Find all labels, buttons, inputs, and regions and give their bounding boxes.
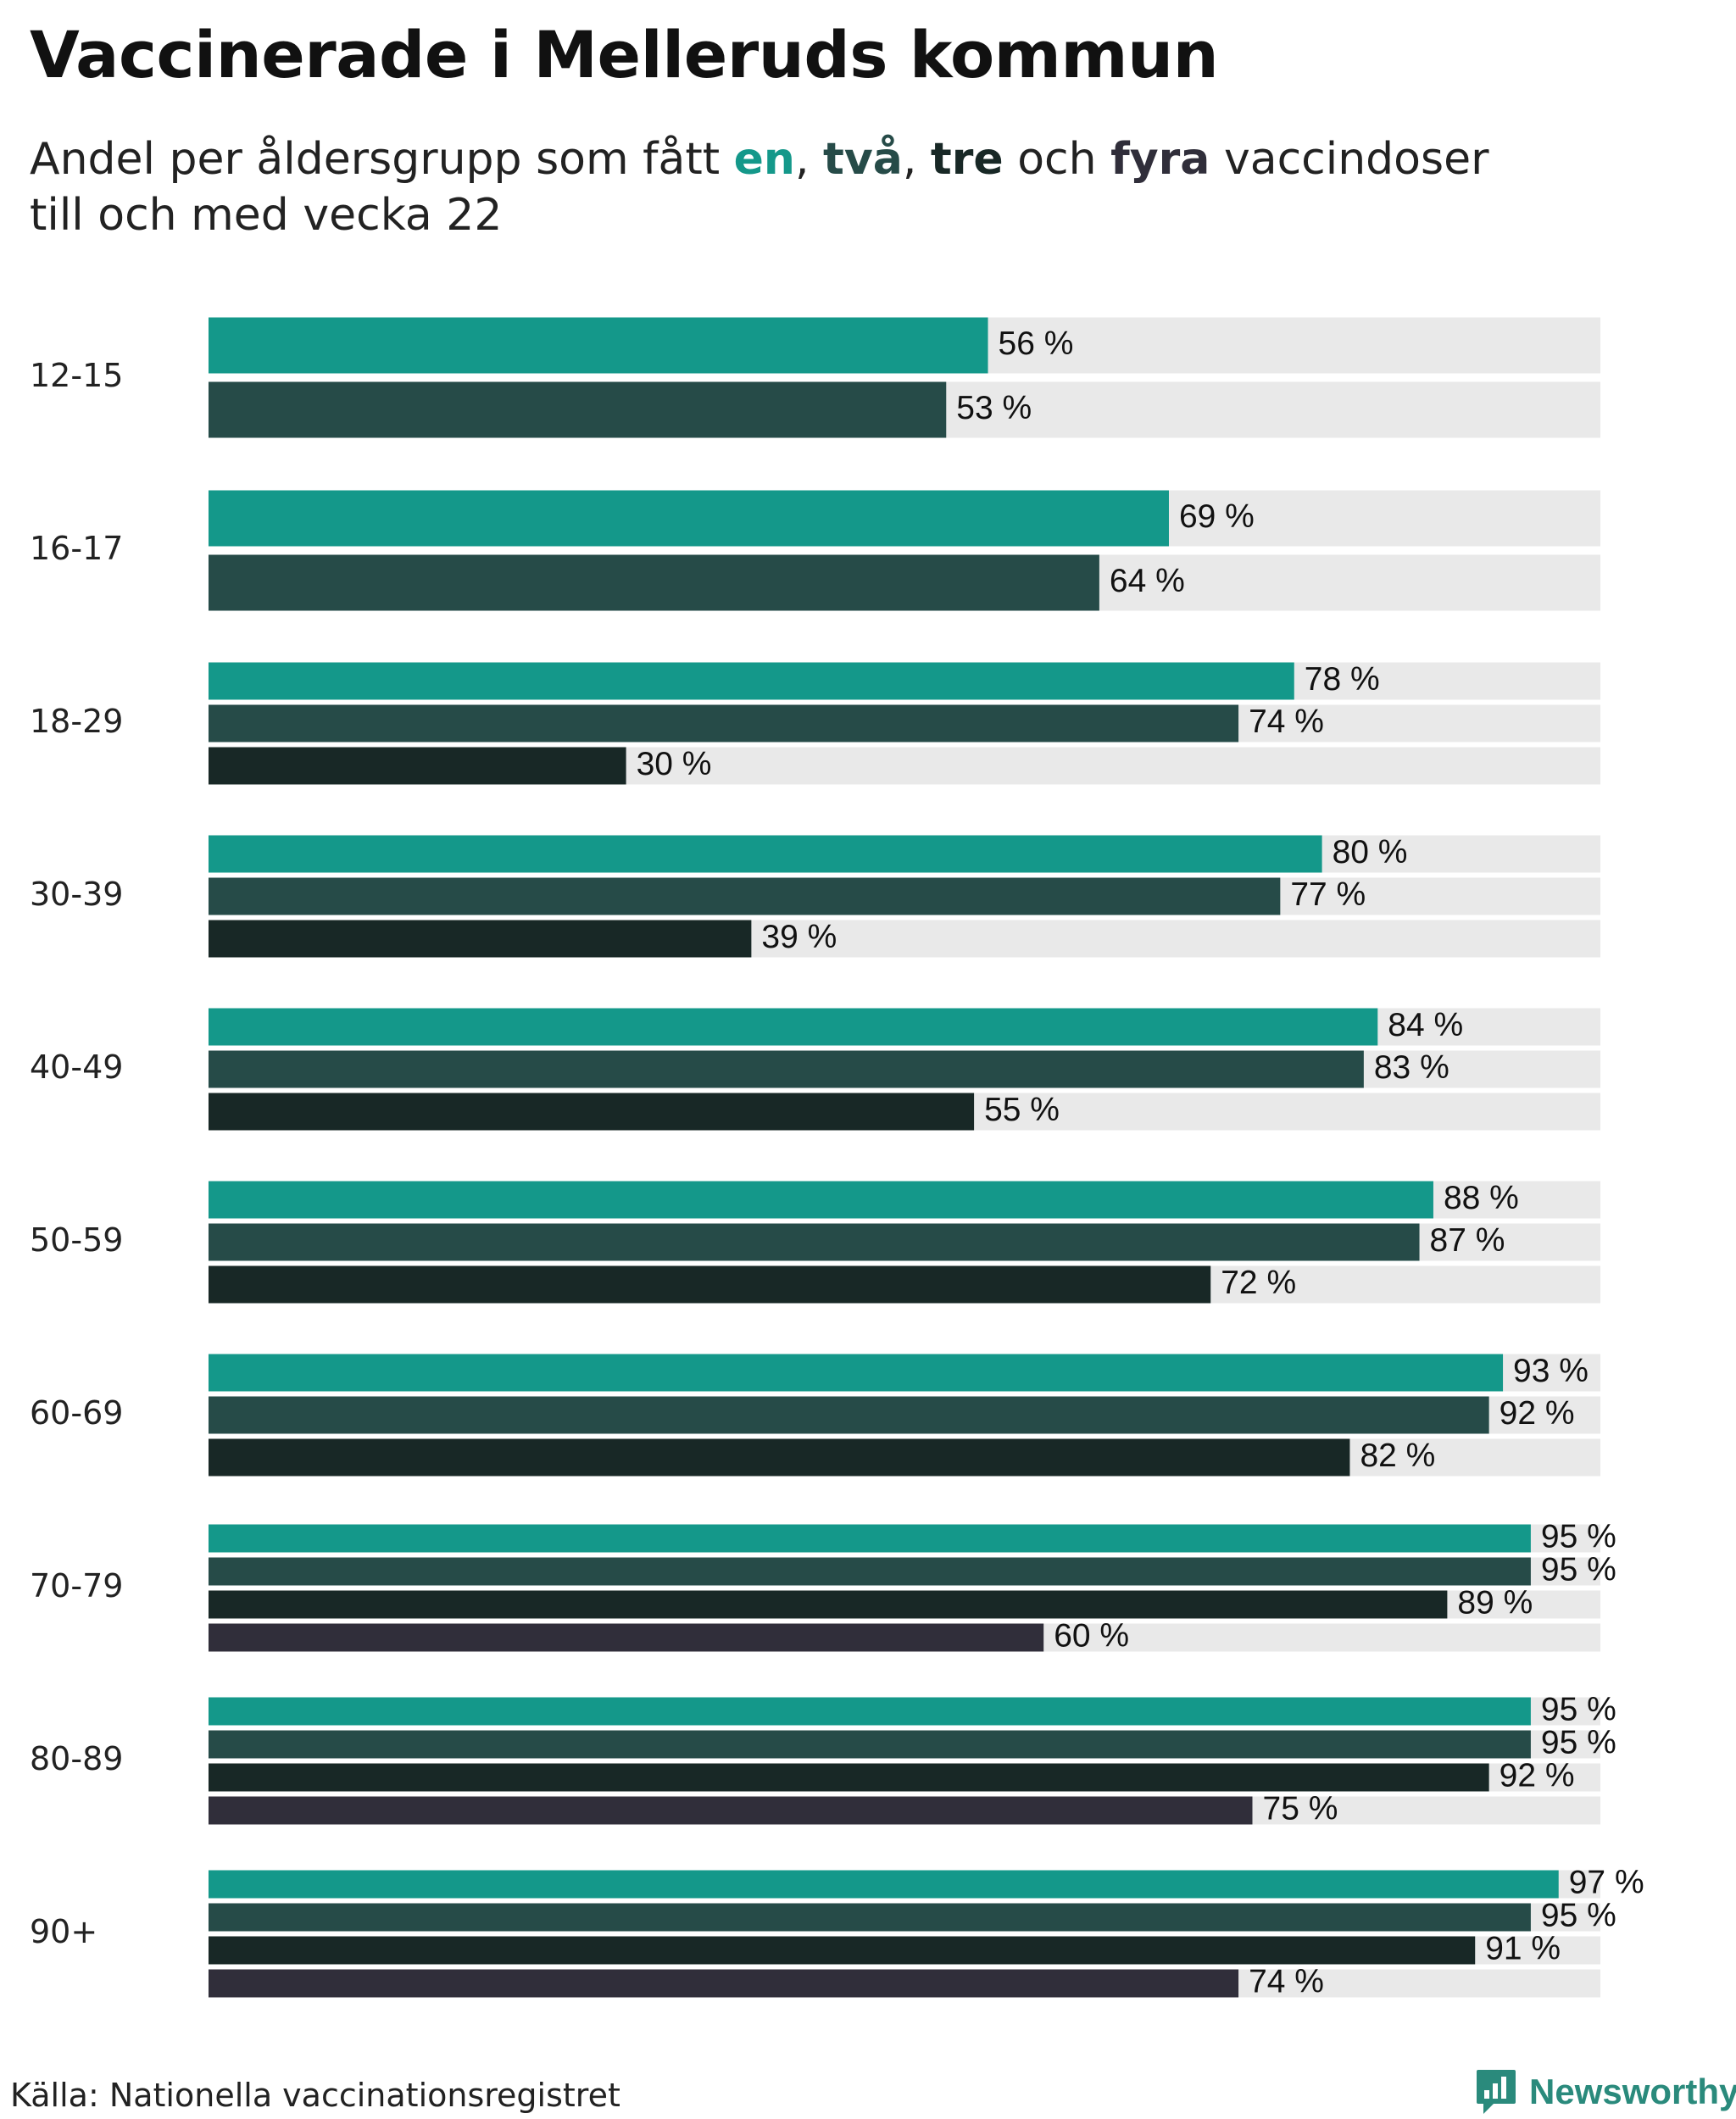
category-label: 18-29 xyxy=(30,703,123,740)
bar-value-label: 95 % xyxy=(1541,1518,1616,1554)
subtitle-mid: och xyxy=(1017,134,1097,185)
chart-title: Vaccinerade i Melleruds kommun xyxy=(30,17,1219,92)
subtitle-dose-4: fyra xyxy=(1110,134,1210,185)
bar-dose2 xyxy=(209,1730,1531,1759)
bar-value-label: 60 % xyxy=(1054,1617,1129,1654)
bar-dose3 xyxy=(209,1265,1211,1304)
brand-name: Newsworthy xyxy=(1529,2072,1736,2111)
subtitle-line-1: Andel per åldersgrupp som fått en, två, … xyxy=(30,131,1488,187)
bar-value-label: 30 % xyxy=(637,746,712,782)
bar-dose1 xyxy=(209,1008,1378,1046)
category-label: 90+ xyxy=(30,1913,97,1950)
bar-dose1 xyxy=(209,835,1322,873)
bar-dose1 xyxy=(209,317,988,374)
bar-dose3 xyxy=(209,1438,1350,1477)
bar-dose1 xyxy=(209,1354,1504,1392)
bar-value-label: 95 % xyxy=(1541,1551,1616,1588)
bar-dose3 xyxy=(209,1763,1489,1792)
bar-value-label: 83 % xyxy=(1374,1049,1449,1086)
bar-value-label: 39 % xyxy=(761,919,837,955)
bar-value-label: 89 % xyxy=(1457,1584,1533,1621)
bar-value-label: 88 % xyxy=(1444,1180,1519,1216)
chart-subtitle: Andel per åldersgrupp som fått en, två, … xyxy=(30,131,1488,243)
bar-value-label: 95 % xyxy=(1541,1897,1616,1933)
source-note: Källa: Nationella vaccinationsregistret xyxy=(10,2077,620,2114)
bar-dose2 xyxy=(209,877,1281,915)
bar-value-label: 95 % xyxy=(1541,1724,1616,1760)
bar-value-label: 69 % xyxy=(1179,498,1255,535)
bar-dose4 xyxy=(209,1623,1044,1652)
category-label: 80-89 xyxy=(30,1740,123,1777)
category-label: 16-17 xyxy=(30,530,123,567)
subtitle-dose-3: tre xyxy=(930,134,1004,185)
bar-dose1 xyxy=(209,662,1294,700)
bar-dose2 xyxy=(209,1223,1420,1261)
subtitle-line-2: till och med vecka 22 xyxy=(30,190,503,241)
bar-value-label: 72 % xyxy=(1221,1265,1296,1301)
subtitle-sep-2: , xyxy=(902,134,917,185)
bar-value-label: 77 % xyxy=(1290,876,1366,913)
bar-value-label: 87 % xyxy=(1430,1222,1505,1259)
bar-dose1 xyxy=(209,490,1169,547)
bar-dose1 xyxy=(209,1697,1531,1726)
category-label: 40-49 xyxy=(30,1048,123,1086)
bar-dose3 xyxy=(209,920,752,958)
bar-dose3 xyxy=(209,1590,1448,1619)
bar-dose4 xyxy=(209,1796,1253,1825)
bar-dose4 xyxy=(209,1969,1239,1998)
bar-value-label: 80 % xyxy=(1333,834,1408,870)
bar-dose2 xyxy=(209,554,1099,611)
bar-dose1 xyxy=(209,1524,1531,1553)
bar-dose3 xyxy=(209,1936,1476,1965)
bar-value-label: 78 % xyxy=(1305,661,1380,698)
category-label: 30-39 xyxy=(30,876,123,913)
subtitle-dose-2: två xyxy=(823,134,903,185)
bar-dose3 xyxy=(209,1093,975,1131)
category-label: 50-59 xyxy=(30,1221,123,1259)
bar-dose2 xyxy=(209,1050,1364,1088)
subtitle-prefix: Andel per åldersgrupp som fått xyxy=(30,134,721,185)
bar-chart: 12-15 56 % 53 % 16-17 69 % 64 % 18-29 78 % 74 % 3… xyxy=(30,317,1644,1999)
brand-logo: Newsworthy xyxy=(1475,2068,1736,2116)
subtitle-dose-1: en xyxy=(733,134,795,185)
bar-dose2 xyxy=(209,1557,1531,1586)
bar-value-label: 75 % xyxy=(1263,1790,1338,1827)
bar-value-label: 92 % xyxy=(1500,1757,1575,1794)
bar-value-label: 74 % xyxy=(1249,1963,1324,1999)
bar-dose1 xyxy=(209,1181,1433,1219)
subtitle-sep-1: , xyxy=(794,134,810,185)
bar-dose3 xyxy=(209,747,626,785)
bar-value-label: 56 % xyxy=(999,325,1074,362)
category-label: 12-15 xyxy=(30,357,123,394)
bar-value-label: 55 % xyxy=(984,1092,1060,1128)
category-label: 70-79 xyxy=(30,1567,123,1605)
bar-value-label: 74 % xyxy=(1249,704,1324,740)
subtitle-suffix: vaccindoser xyxy=(1223,134,1489,185)
bar-value-label: 95 % xyxy=(1541,1691,1616,1727)
bar-dose2 xyxy=(209,1396,1489,1434)
bar-dose1 xyxy=(209,1870,1559,1899)
bar-dose2 xyxy=(209,1903,1531,1932)
bar-value-label: 82 % xyxy=(1360,1438,1435,1474)
bar-dose2 xyxy=(209,704,1239,742)
bar-value-label: 92 % xyxy=(1500,1395,1575,1432)
bar-value-label: 84 % xyxy=(1388,1007,1463,1043)
bar-dose2 xyxy=(209,381,947,438)
bar-value-label: 64 % xyxy=(1110,563,1185,599)
category-label: 60-69 xyxy=(30,1394,123,1432)
bar-value-label: 91 % xyxy=(1485,1930,1561,1966)
bar-value-label: 97 % xyxy=(1569,1864,1644,1900)
bar-value-label: 53 % xyxy=(956,390,1032,426)
bar-value-label: 93 % xyxy=(1513,1353,1589,1389)
newsworthy-logo-icon xyxy=(1477,2070,1516,2114)
